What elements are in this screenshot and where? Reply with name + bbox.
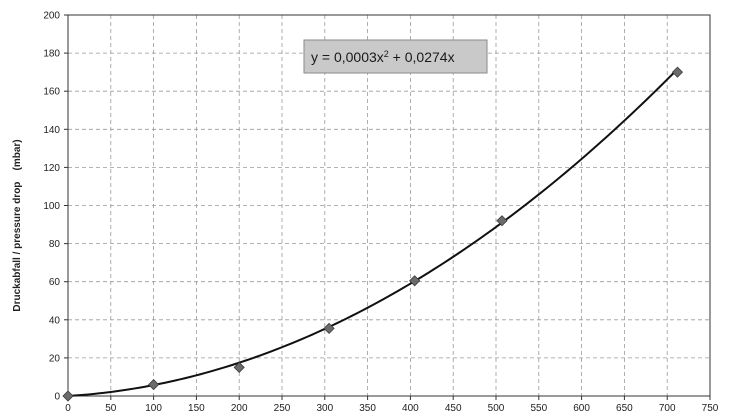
x-tick-label: 650	[616, 403, 633, 414]
y-tick-label: 200	[43, 11, 60, 22]
x-tick-label: 700	[659, 403, 676, 414]
equation-suffix: + 0,0274x	[389, 49, 455, 65]
y-axis-ticks: 0 20 40 60 80 100 120 140 160 180 200	[43, 11, 68, 403]
data-point-marker	[148, 379, 160, 391]
y-tick-label: 140	[43, 125, 60, 136]
data-point-marker	[323, 322, 335, 334]
y-tick-label: 80	[49, 239, 61, 250]
data-point-marker	[233, 361, 245, 373]
equation-exponent: 2	[384, 49, 389, 59]
x-tick-label: 250	[274, 403, 291, 414]
y-tick-label: 20	[49, 353, 61, 364]
y-tick-label: 160	[43, 87, 60, 98]
x-tick-label: 600	[573, 403, 590, 414]
equation-label: y = 0,0003x2 + 0,0274x	[311, 49, 455, 65]
x-tick-label: 50	[105, 403, 117, 414]
equation-box: y = 0,0003x2 + 0,0274x	[303, 39, 488, 74]
y-tick-label: 120	[43, 163, 60, 174]
data-point-marker	[62, 390, 74, 402]
data-point-marker	[409, 275, 421, 287]
x-tick-label: 500	[488, 403, 505, 414]
data-point-marker	[671, 66, 684, 78]
x-tick-label: 0	[65, 403, 71, 414]
x-axis-ticks: 0 50 100 150 200 250 300 350 400 450 500 550 600 650 7…	[65, 396, 719, 414]
x-tick-label: 750	[702, 403, 719, 414]
x-tick-label: 550	[530, 403, 547, 414]
y-tick-label: 40	[49, 315, 61, 326]
trendline-curve	[67, 68, 679, 397]
x-tick-label: 400	[402, 403, 419, 414]
gridlines	[68, 15, 710, 396]
equation-prefix: y = 0,0003x	[311, 49, 384, 65]
x-tick-label: 150	[188, 403, 205, 414]
y-tick-label: 0	[54, 392, 60, 403]
y-tick-label: 180	[43, 49, 60, 60]
x-tick-label: 300	[316, 403, 333, 414]
x-tick-label: 450	[445, 403, 462, 414]
data-point-marker	[496, 215, 508, 227]
x-tick-label: 350	[359, 403, 376, 414]
equation-box-background	[303, 39, 488, 74]
y-tick-label: 100	[43, 201, 60, 212]
y-axis-title: Druckabfall / pressure drop (mbar)	[12, 139, 23, 311]
x-tick-label: 200	[231, 403, 248, 414]
y-tick-label: 60	[49, 277, 61, 288]
x-tick-label: 100	[145, 403, 162, 414]
data-points	[62, 66, 684, 402]
